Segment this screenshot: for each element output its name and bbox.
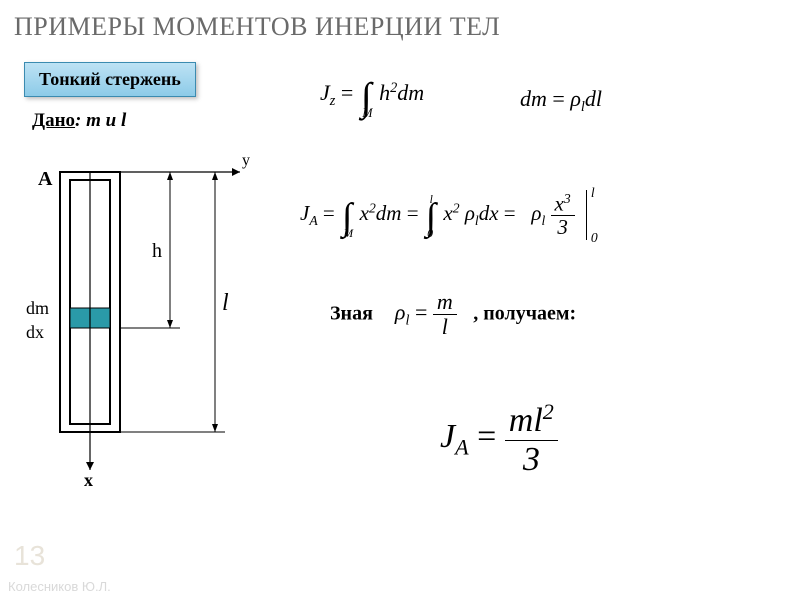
given-vars: : m и l (75, 110, 126, 131)
rod-diagram: A y x h l dm dx (20, 150, 280, 490)
given-label: Дано (32, 110, 75, 131)
given-line: Дано: m и l (32, 110, 126, 132)
label-A: A (38, 168, 52, 191)
label-x: x (84, 470, 93, 491)
label-h: h (152, 240, 162, 263)
label-l: l (222, 290, 229, 317)
eq-result: JA = ml2 3 (440, 400, 558, 478)
subject-badge: Тонкий стержень (24, 62, 196, 97)
footer-author: Колесников Ю.Л. (8, 579, 111, 594)
eq-jz: Jz = ∫ M h2dm (320, 80, 424, 110)
label-dm: dm (26, 298, 49, 319)
slide-number: 13 (14, 540, 45, 572)
page-title: ПРИМЕРЫ МОМЕНТОВ ИНЕРЦИИ ТЕЛ (14, 12, 500, 42)
label-y: y (242, 152, 250, 170)
label-dx: dx (26, 322, 44, 343)
eq-ja-derivation: JA = ∫ M x2dm = ∫ 0 l x2 ρldx = ρl x3 3 … (300, 190, 587, 240)
knowing-line: Зная ρl = m l , получаем: (330, 290, 576, 339)
eq-dm: dm = ρldl (520, 86, 602, 116)
